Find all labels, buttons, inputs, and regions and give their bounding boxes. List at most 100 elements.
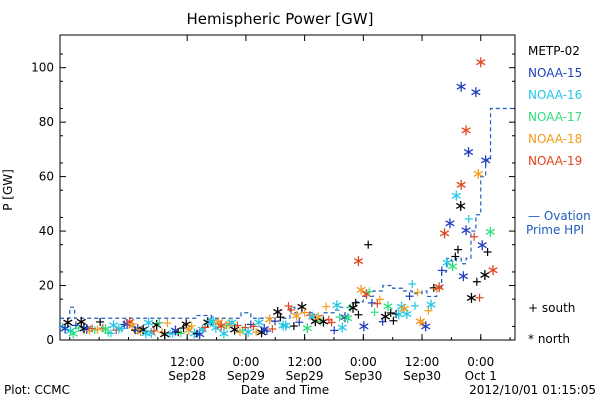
north-marker bbox=[343, 313, 353, 324]
north-marker-stroke bbox=[477, 242, 487, 249]
north-marker-stroke bbox=[211, 324, 221, 331]
north-marker-stroke bbox=[356, 286, 366, 293]
north-marker bbox=[380, 311, 391, 322]
south-marker bbox=[96, 317, 105, 326]
south-marker bbox=[330, 326, 339, 335]
y-tick-label: 100 bbox=[31, 61, 54, 75]
north-marker bbox=[254, 317, 264, 328]
x-tick-label-time: 12:00 bbox=[405, 355, 440, 369]
y-axis-label: P [GW] bbox=[1, 169, 15, 211]
north-marker bbox=[456, 200, 466, 211]
south-marker bbox=[364, 240, 373, 249]
north-marker bbox=[291, 310, 302, 321]
legend-entry-noaa-18: NOAA-18 bbox=[528, 132, 582, 146]
north-marker bbox=[337, 322, 347, 333]
legend-entry-noaa-17: NOAA-17 bbox=[528, 110, 582, 124]
south-marker bbox=[389, 316, 398, 325]
north-marker-stroke bbox=[302, 325, 312, 332]
north-marker-stroke bbox=[143, 319, 154, 326]
north-marker bbox=[442, 257, 452, 268]
north-marker bbox=[227, 317, 237, 328]
north-marker bbox=[480, 269, 490, 280]
north-marker-stroke bbox=[458, 273, 469, 280]
x-axis-label: Date and Time bbox=[241, 383, 329, 397]
north-marker-stroke bbox=[383, 303, 393, 310]
north-marker bbox=[473, 168, 483, 179]
x-tick-label-date: Sep30 bbox=[344, 369, 382, 383]
north-marker bbox=[456, 81, 466, 92]
north-marker bbox=[456, 179, 466, 190]
north-marker bbox=[332, 300, 342, 311]
south-marker bbox=[367, 298, 376, 307]
north-marker-stroke bbox=[195, 331, 205, 338]
north-marker-stroke bbox=[318, 318, 329, 325]
north-marker-stroke bbox=[466, 294, 477, 302]
north-marker-stroke bbox=[394, 311, 404, 318]
legend-entry-noaa-19: NOAA-19 bbox=[528, 154, 582, 168]
legend: METP-02 NOAA-15 NOAA-16 NOAA-17 NOAA-18 NOAA-… bbox=[528, 44, 582, 168]
north-marker bbox=[451, 190, 461, 201]
north-marker-stroke bbox=[291, 312, 302, 319]
south-marker bbox=[289, 322, 298, 331]
south-marker bbox=[149, 326, 158, 335]
south-marker bbox=[187, 321, 196, 330]
south-marker bbox=[483, 247, 492, 256]
north-marker-stroke bbox=[463, 149, 474, 156]
north-marker bbox=[63, 317, 73, 328]
south-marker bbox=[276, 313, 285, 322]
footer-left: Plot: CCMC bbox=[4, 383, 70, 397]
south-marker bbox=[327, 318, 336, 327]
south-marker bbox=[322, 302, 331, 311]
plot-border bbox=[59, 34, 516, 341]
north-marker bbox=[439, 228, 450, 239]
legend-entry-metp-02: METP-02 bbox=[528, 44, 580, 58]
south-marker bbox=[354, 310, 363, 319]
ovation-label-line1: — Ovation bbox=[528, 209, 591, 223]
south-marker bbox=[176, 329, 185, 338]
north-marker bbox=[76, 316, 86, 327]
north-marker-stroke bbox=[337, 324, 347, 331]
north-marker-stroke bbox=[310, 318, 321, 325]
north-marker bbox=[394, 309, 404, 320]
north-marker-stroke bbox=[332, 302, 342, 309]
south-marker bbox=[268, 324, 277, 333]
south-marker bbox=[106, 329, 115, 338]
north-marker-stroke bbox=[160, 331, 170, 338]
x-tick-label-date: Sep29 bbox=[286, 369, 324, 383]
north-marker-stroke bbox=[461, 227, 471, 234]
north-marker-stroke bbox=[60, 325, 70, 332]
north-marker bbox=[471, 87, 481, 98]
north-marker bbox=[447, 261, 458, 272]
south-marker bbox=[93, 325, 102, 334]
north-marker bbox=[243, 327, 253, 338]
scatter-points bbox=[58, 57, 498, 340]
south-marker bbox=[233, 321, 242, 330]
south-marker-legend: + south bbox=[528, 301, 575, 315]
north-marker bbox=[216, 320, 226, 331]
north-marker bbox=[281, 320, 291, 331]
north-marker-stroke bbox=[297, 303, 307, 310]
north-marker-stroke bbox=[485, 228, 495, 235]
north-marker bbox=[476, 57, 486, 68]
north-marker bbox=[477, 240, 487, 251]
x-tick-label-time: 12:00 bbox=[287, 355, 322, 369]
south-marker bbox=[451, 252, 460, 261]
north-marker-stroke bbox=[281, 322, 291, 329]
south-marker bbox=[287, 305, 296, 314]
footer-timestamp: 2012/10/01 01:15:05 bbox=[469, 383, 596, 397]
north-marker-stroke bbox=[343, 315, 353, 322]
south-marker bbox=[373, 299, 382, 308]
x-tick-label-date: Sep29 bbox=[227, 369, 265, 383]
x-axis-ticks: 12:00Sep280:00Sep2912:00Sep290:00Sep3012… bbox=[69, 35, 511, 383]
south-marker bbox=[201, 323, 210, 332]
north-marker-stroke bbox=[359, 323, 369, 330]
north-marker-stroke bbox=[451, 192, 461, 199]
y-axis-ticks: 0 20 40 60 80 100 bbox=[31, 53, 515, 347]
north-marker-stroke bbox=[421, 323, 431, 330]
north-marker-stroke bbox=[445, 220, 455, 227]
north-marker-stroke bbox=[216, 322, 226, 329]
north-marker bbox=[461, 225, 471, 236]
north-marker bbox=[434, 282, 444, 293]
north-marker bbox=[485, 226, 495, 237]
